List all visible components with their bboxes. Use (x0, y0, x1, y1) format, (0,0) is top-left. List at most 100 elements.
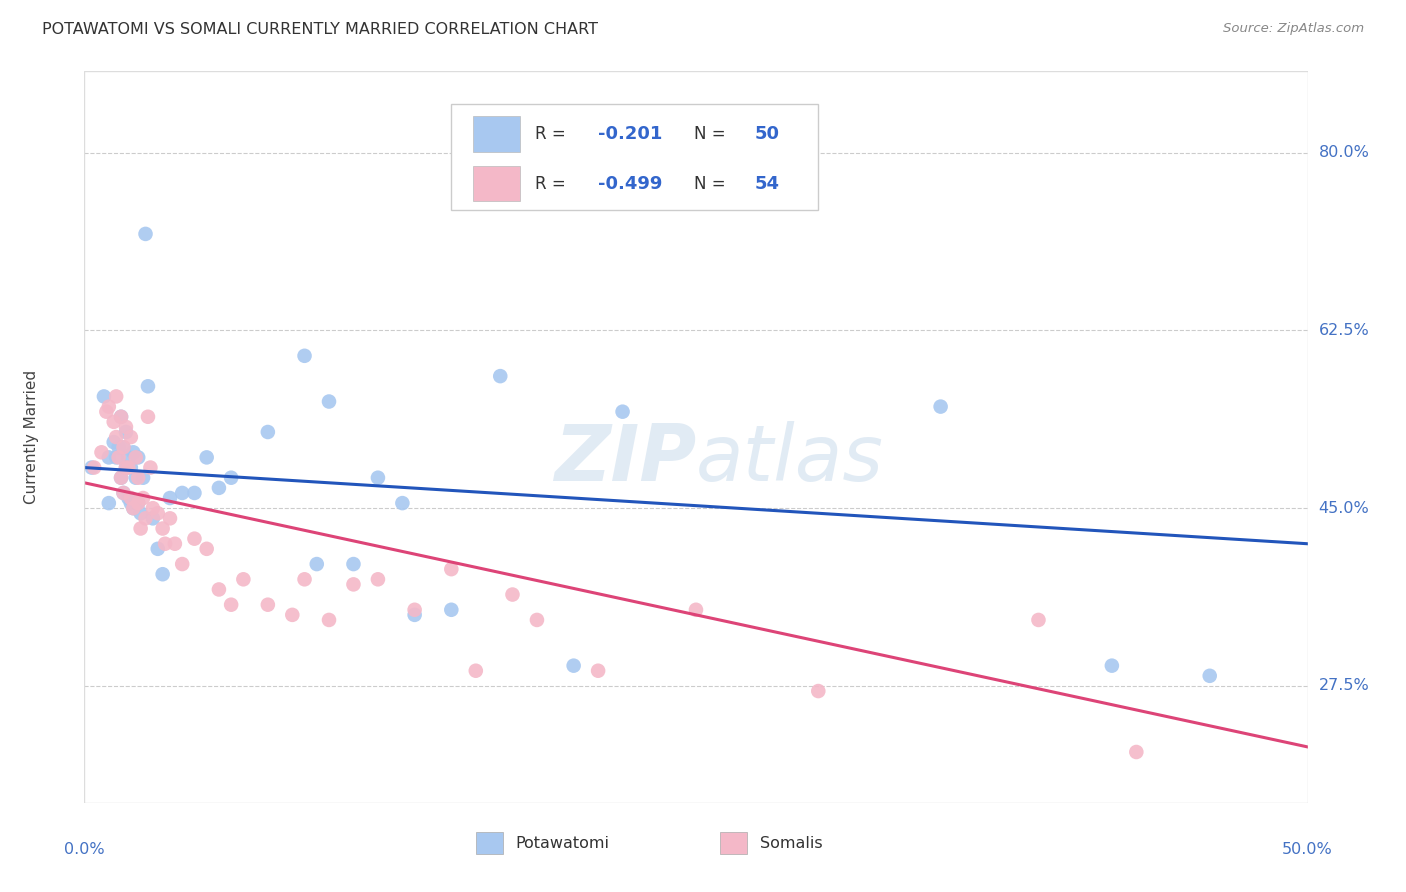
Point (139, 460, 162, 475)
Point (112, 440, 135, 454)
Point (404, 603, 426, 617)
Point (127, 450, 149, 465)
Point (142, 511, 165, 525)
Point (103, 415, 125, 429)
Point (391, 496, 413, 510)
Point (318, 613, 340, 627)
Point (80, 460, 103, 475)
Point (159, 511, 181, 525)
Text: 50.0%: 50.0% (1282, 842, 1333, 856)
Point (208, 481, 231, 495)
Point (120, 496, 142, 510)
Text: Currently Married: Currently Married (24, 370, 39, 504)
Point (103, 435, 125, 450)
Point (112, 486, 135, 500)
Point (110, 471, 132, 485)
Text: 45.0%: 45.0% (1319, 500, 1369, 516)
FancyBboxPatch shape (475, 832, 503, 854)
Point (127, 496, 149, 510)
Point (562, 658, 585, 673)
Text: Source: ZipAtlas.com: Source: ZipAtlas.com (1223, 22, 1364, 36)
Text: -0.201: -0.201 (598, 125, 662, 143)
Text: R =: R = (534, 175, 571, 193)
Point (208, 582, 231, 597)
Point (132, 471, 155, 485)
Point (105, 430, 128, 444)
Point (612, 405, 634, 419)
Point (586, 664, 609, 678)
FancyBboxPatch shape (474, 117, 520, 152)
Point (122, 445, 145, 459)
Point (195, 450, 218, 465)
Point (294, 349, 316, 363)
Point (159, 491, 181, 505)
Point (120, 491, 142, 505)
Point (142, 501, 165, 516)
Point (172, 557, 194, 571)
Point (1101, 658, 1123, 673)
Point (136, 409, 159, 424)
Point (526, 613, 548, 627)
Point (122, 501, 145, 516)
Point (163, 537, 186, 551)
Point (440, 603, 463, 617)
Text: Potawatomi: Potawatomi (515, 836, 609, 851)
Point (117, 491, 139, 505)
Point (97, 450, 120, 465)
Point (294, 572, 316, 586)
Text: ZIP: ZIP (554, 421, 696, 497)
Point (367, 471, 389, 485)
Point (404, 607, 426, 622)
Point (93, 389, 115, 403)
Point (281, 607, 304, 622)
Point (127, 471, 149, 485)
Point (489, 369, 512, 384)
FancyBboxPatch shape (474, 166, 520, 202)
Text: 54: 54 (755, 175, 780, 193)
Point (105, 450, 128, 465)
Point (115, 425, 138, 439)
Text: -0.499: -0.499 (598, 175, 662, 193)
Point (232, 572, 254, 586)
Point (129, 521, 152, 535)
Point (685, 603, 707, 617)
Point (342, 557, 364, 571)
Point (110, 471, 132, 485)
Point (125, 450, 148, 465)
Text: atlas: atlas (696, 421, 884, 497)
FancyBboxPatch shape (720, 832, 748, 854)
Point (219, 471, 242, 485)
Point (112, 486, 135, 500)
Point (129, 506, 152, 520)
Point (110, 409, 132, 424)
Point (172, 486, 194, 500)
Point (152, 521, 174, 535)
Point (117, 460, 139, 475)
Point (135, 227, 157, 241)
Point (257, 598, 280, 612)
Text: 80.0%: 80.0% (1319, 145, 1369, 161)
Point (153, 537, 176, 551)
Point (125, 471, 148, 485)
Point (440, 562, 463, 576)
Point (1198, 669, 1220, 683)
Point (146, 506, 169, 520)
Point (132, 491, 155, 505)
Point (135, 511, 157, 525)
Point (96, 405, 118, 419)
Text: 62.5%: 62.5% (1319, 323, 1369, 338)
Point (115, 460, 138, 475)
Text: N =: N = (693, 175, 730, 193)
Point (120, 430, 142, 444)
Point (367, 572, 389, 586)
Point (464, 664, 486, 678)
Point (112, 440, 135, 454)
Point (105, 389, 128, 403)
Text: POTAWATOMI VS SOMALI CURRENTLY MARRIED CORRELATION CHART: POTAWATOMI VS SOMALI CURRENTLY MARRIED C… (42, 22, 598, 37)
Point (219, 598, 242, 612)
Point (115, 420, 138, 434)
Point (120, 460, 142, 475)
Point (152, 567, 174, 582)
Point (90, 445, 112, 459)
Point (183, 486, 205, 500)
